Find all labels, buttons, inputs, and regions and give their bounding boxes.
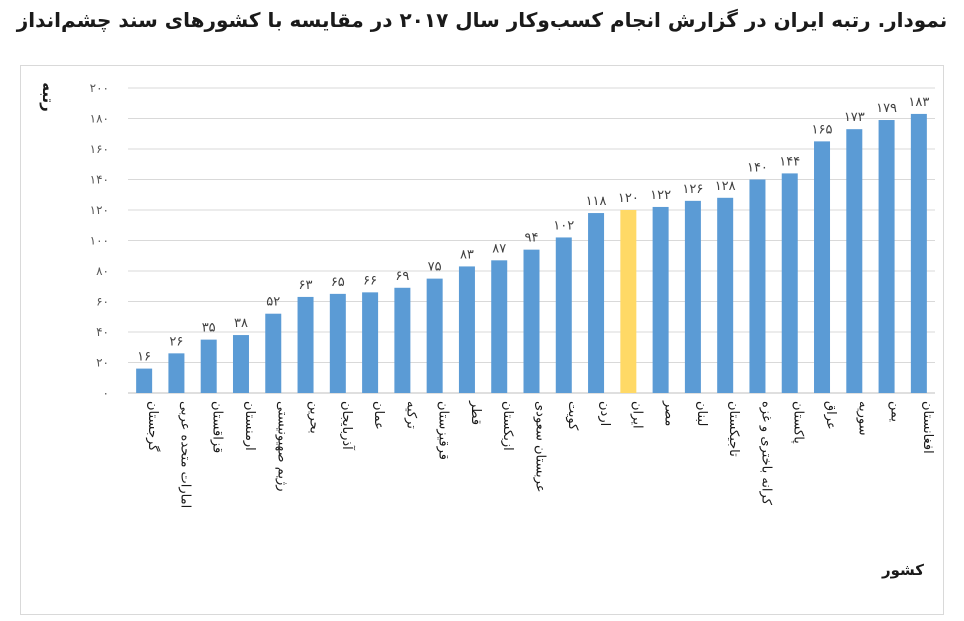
data-label: ۱۱۸ [586, 194, 607, 209]
bar [362, 292, 379, 393]
bar [200, 339, 217, 393]
bar [878, 120, 895, 394]
data-label: ۱۸۳ [908, 95, 929, 110]
data-label: ۱۲۰ [618, 191, 639, 206]
category-label: رژیم صهیونیستی [274, 401, 289, 492]
category-label: قرقیزستان [436, 401, 451, 460]
category-label: سوریه [855, 401, 870, 435]
category-label: لبنان [694, 401, 709, 426]
category-label: مصر [662, 400, 677, 426]
category-label: کرانه باختری و غزه [758, 401, 773, 506]
bar [781, 173, 798, 393]
chart-area: ۰ ۲۰ ۴۰ ۶۰ ۸۰ ۱۰۰ ۱۲۰ ۱۴۰ ۱۶۰ ۱۸۰ ۲۰۰ ۱۶ گرجستان ۲۶ ام… [20, 65, 944, 615]
data-label: ۱۶ [137, 350, 151, 365]
bar [329, 293, 346, 393]
bar [684, 200, 701, 393]
y-tick-label: ۱۴۰ [90, 173, 109, 187]
y-tick-label: ۰ [103, 386, 109, 400]
bar [814, 141, 831, 393]
y-tick-label: ۸۰ [96, 264, 109, 278]
category-label: ازبکستان [500, 401, 515, 451]
data-label: ۱۴۰ [747, 161, 768, 176]
bar [846, 129, 863, 394]
bar [426, 278, 443, 393]
bar [458, 266, 475, 393]
bar [232, 335, 249, 393]
data-label: ۱۲۲ [650, 188, 671, 203]
bar [652, 206, 669, 393]
data-label: ۶۶ [363, 273, 377, 288]
y-tick-label: ۱۲۰ [90, 203, 109, 217]
data-label: ۱۷۳ [844, 110, 865, 125]
y-tick-label: ۲۰۰ [90, 81, 109, 95]
category-label: یمن [888, 401, 903, 422]
bar [168, 353, 185, 393]
y-axis-title: رتبه [39, 82, 57, 112]
x-axis-title: کشور [881, 561, 924, 579]
category-label: امارات متحده عربی [177, 401, 192, 508]
category-label: افغانستان [920, 401, 935, 454]
category-label: کویت [565, 401, 580, 431]
category-label: آذربایجان [339, 401, 356, 451]
chart-title: نمودار. رتبه ایران در گزارش انجام کسب‌وک… [16, 8, 948, 32]
data-label: ۱۴۴ [779, 154, 800, 169]
bar [749, 179, 766, 393]
category-label: عمان [371, 401, 386, 430]
category-label: ارمنستان [242, 401, 257, 451]
bar [910, 113, 927, 394]
category-label: اردن [597, 401, 612, 426]
category-label: ترکیه [403, 401, 418, 429]
category-label: عراق [823, 401, 838, 430]
bar [620, 210, 637, 393]
category-label: تاجیکستان [726, 401, 741, 457]
data-label: ۶۹ [395, 269, 409, 284]
category-label: قزاقستان [210, 401, 225, 453]
data-label: ۸۳ [460, 247, 474, 262]
bar [555, 237, 572, 393]
data-label: ۳۵ [202, 321, 216, 336]
y-tick-label: ۶۰ [96, 295, 109, 309]
data-label: ۶۳ [299, 278, 313, 293]
category-label: ایران [629, 401, 644, 429]
bar [394, 287, 411, 393]
bar [136, 368, 153, 393]
bar [523, 249, 540, 393]
y-tick-label: ۴۰ [96, 325, 109, 339]
data-label: ۸۷ [492, 241, 506, 256]
data-label: ۶۵ [331, 275, 345, 290]
data-label: ۱۷۹ [876, 101, 897, 116]
y-tick-label: ۱۶۰ [90, 142, 109, 156]
category-label: گرجستان [145, 401, 161, 452]
data-label: ۳۸ [234, 316, 248, 331]
data-label: ۲۶ [169, 334, 183, 349]
y-tick-label: ۱۸۰ [90, 112, 109, 126]
category-label: بحرین [307, 401, 322, 434]
bar [491, 260, 508, 393]
bar [297, 296, 314, 393]
data-label: ۱۲۶ [682, 182, 703, 197]
data-label: ۵۲ [266, 295, 280, 310]
bar [265, 313, 282, 393]
data-label: ۱۲۸ [715, 179, 736, 194]
bar [588, 213, 605, 393]
data-label: ۷۵ [428, 260, 442, 275]
category-label: عربستان سعودی [533, 401, 548, 493]
bar [717, 197, 734, 393]
data-label: ۹۴ [525, 231, 539, 246]
bar-chart: ۰ ۲۰ ۴۰ ۶۰ ۸۰ ۱۰۰ ۱۲۰ ۱۴۰ ۱۶۰ ۱۸۰ ۲۰۰ ۱۶ گرجستان ۲۶ ام… [39, 81, 935, 579]
data-label: ۱۰۲ [553, 218, 574, 233]
category-label: قطر [468, 400, 483, 425]
y-tick-label: ۲۰ [96, 356, 109, 370]
y-tick-label: ۱۰۰ [90, 234, 109, 248]
category-label: پاکستان [791, 401, 806, 444]
data-label: ۱۶۵ [812, 122, 833, 137]
